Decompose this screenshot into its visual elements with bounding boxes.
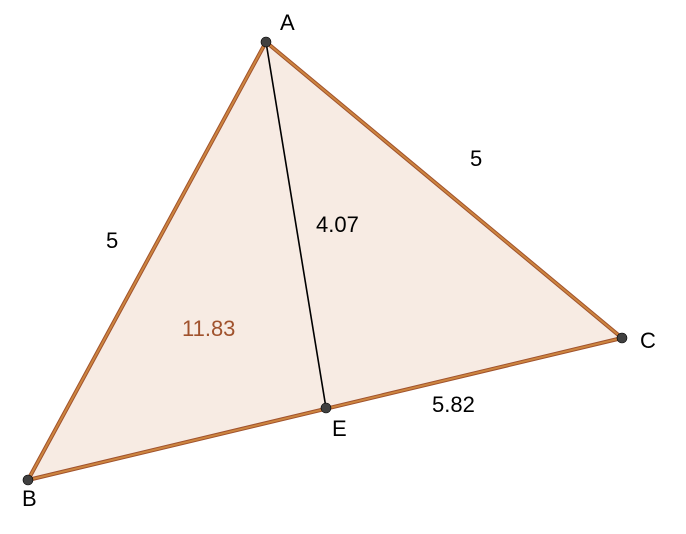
triangle-fill bbox=[28, 42, 622, 480]
point-label-c: C bbox=[640, 328, 656, 353]
point-label-e: E bbox=[332, 416, 347, 441]
point-e bbox=[321, 403, 331, 413]
point-a bbox=[261, 37, 271, 47]
label-area: 11.83 bbox=[182, 316, 235, 341]
point-b bbox=[23, 475, 33, 485]
label-EC: 5.82 bbox=[432, 392, 475, 417]
label-AE: 4.07 bbox=[316, 212, 359, 237]
label-AB: 5 bbox=[106, 228, 118, 253]
label-AC: 5 bbox=[470, 146, 482, 171]
point-label-b: B bbox=[22, 486, 37, 511]
point-c bbox=[617, 333, 627, 343]
point-label-a: A bbox=[280, 10, 295, 35]
